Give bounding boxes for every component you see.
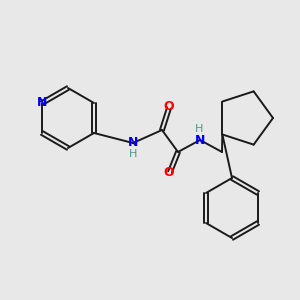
Text: N: N: [195, 134, 205, 146]
Text: H: H: [195, 124, 203, 134]
Text: H: H: [129, 149, 137, 159]
Text: N: N: [128, 136, 138, 149]
Text: N: N: [37, 97, 47, 110]
Text: O: O: [164, 100, 174, 113]
Text: O: O: [164, 167, 174, 179]
